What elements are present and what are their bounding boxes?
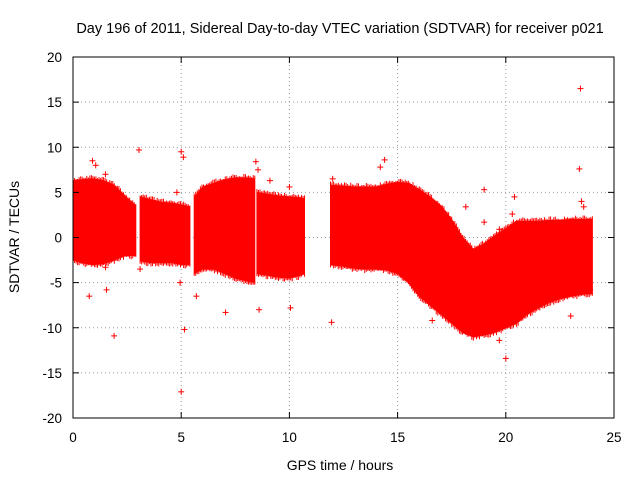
x-tick-labels: 0 5 10 15 20 25 (69, 430, 621, 445)
y-tick-labels: -20 -15 -10 -5 0 5 10 15 20 (42, 50, 62, 426)
y-tick-label: 0 (54, 231, 62, 246)
y-tick-label: 5 (54, 185, 62, 200)
data-point (266, 177, 273, 184)
data-point (136, 146, 143, 153)
y-tick-label: -5 (50, 276, 62, 291)
band-edge-spikes (418, 186, 593, 341)
band-edge-spikes (139, 194, 191, 269)
data-point (86, 293, 93, 300)
data-point (255, 166, 262, 173)
data-point (496, 337, 503, 344)
y-tick-label: 20 (47, 50, 62, 65)
data-point (481, 219, 488, 226)
x-tick-label: 10 (282, 430, 297, 445)
data-point (587, 286, 594, 293)
y-tick-label: 10 (47, 140, 62, 155)
data-point (377, 164, 384, 171)
y-tick-label: 15 (47, 95, 62, 110)
data-point (576, 165, 583, 172)
data-point (180, 154, 187, 161)
x-tick-label: 15 (390, 430, 405, 445)
data-point (252, 158, 259, 165)
y-tick-label: -20 (42, 411, 62, 426)
x-tick-label: 20 (498, 430, 513, 445)
data-point (567, 313, 574, 320)
x-tick-label: 25 (606, 430, 621, 445)
data-point (329, 175, 336, 182)
data-point (222, 309, 229, 316)
y-tick-label: -10 (42, 321, 62, 336)
data-point (328, 319, 335, 326)
data-point (178, 388, 185, 395)
data-point (111, 332, 118, 339)
data-point (256, 306, 263, 313)
data-layer (72, 85, 594, 395)
data-point (496, 226, 503, 233)
data-point (577, 85, 584, 92)
data-point (381, 156, 388, 163)
data-point (481, 186, 488, 193)
data-point (580, 203, 587, 210)
y-tick-label: -15 (42, 366, 62, 381)
data-point (429, 317, 436, 324)
data-point (502, 355, 509, 362)
chart-title: Day 196 of 2011, Sidereal Day-to-day VTE… (76, 21, 603, 37)
data-point (137, 266, 144, 273)
dense-data-band (193, 177, 256, 284)
data-point (92, 162, 99, 169)
band-edge-spikes (193, 173, 256, 285)
y-axis-label: SDTVAR / TECUs (6, 181, 22, 293)
data-point (511, 193, 518, 200)
x-tick-label: 0 (69, 430, 77, 445)
data-point (193, 293, 200, 300)
x-tick-label: 5 (177, 430, 185, 445)
data-point (177, 279, 184, 286)
data-point (181, 326, 188, 333)
data-point (286, 183, 293, 190)
tick-layer (72, 56, 615, 419)
data-point (578, 198, 585, 205)
data-point (509, 211, 516, 218)
band-edge-spikes (330, 178, 420, 299)
band-edge-spikes (256, 189, 306, 282)
dense-data-band (256, 191, 305, 279)
x-axis-label: GPS time / hours (287, 457, 394, 473)
data-point (287, 304, 294, 311)
data-point (103, 286, 110, 293)
dense-data-band (139, 196, 191, 266)
data-point (173, 189, 180, 196)
data-point (89, 157, 96, 164)
data-point (462, 203, 469, 210)
data-point (102, 264, 109, 271)
data-point (178, 148, 185, 155)
data-point (102, 171, 109, 178)
